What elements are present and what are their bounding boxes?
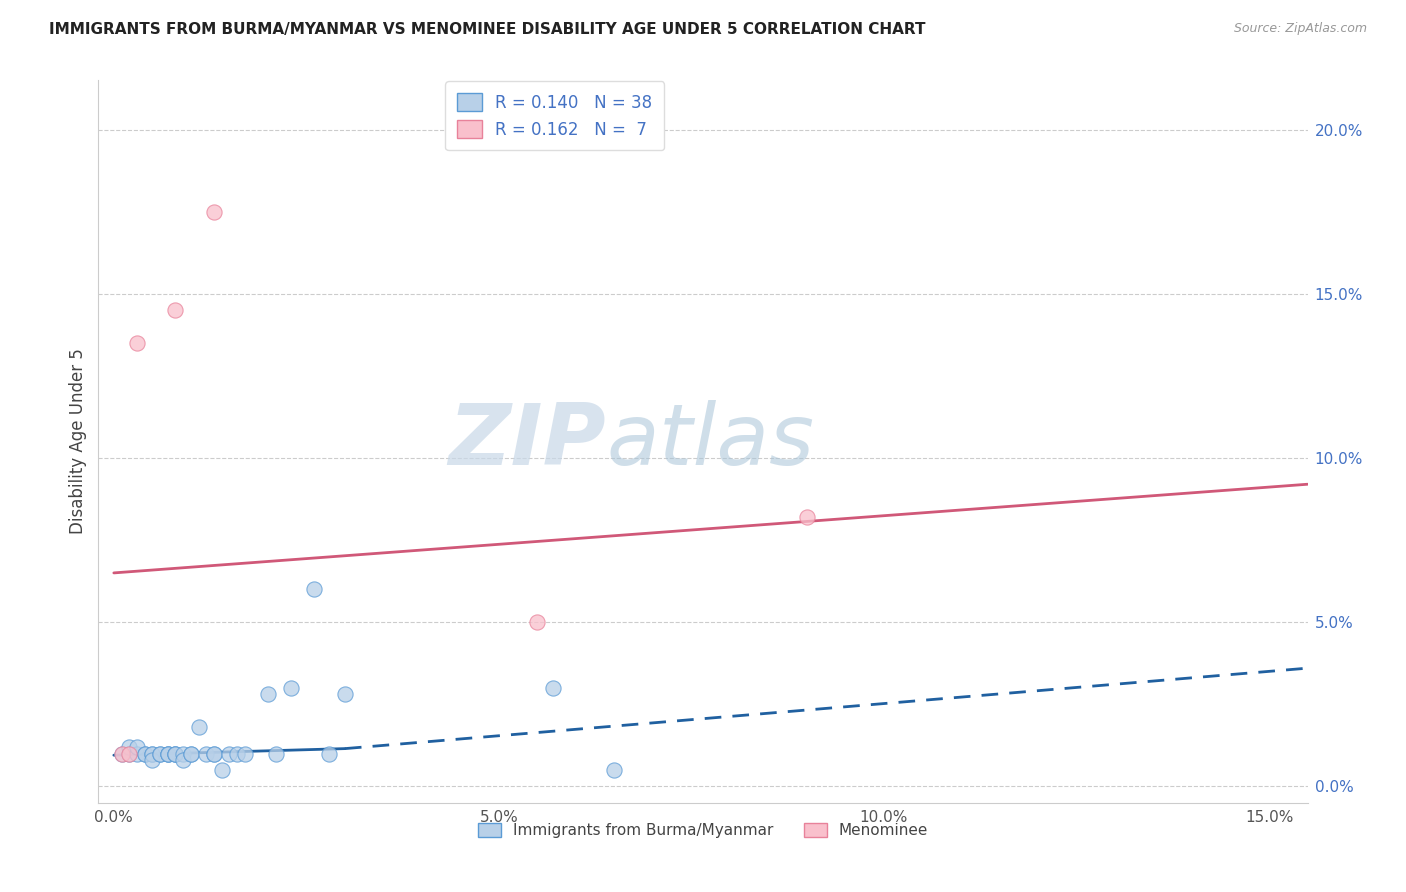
- Point: [187, 720, 209, 734]
- Point: [796, 510, 818, 524]
- Point: [233, 747, 256, 761]
- Point: [125, 336, 148, 351]
- Point: [180, 747, 202, 761]
- Point: [134, 747, 156, 761]
- Point: [333, 687, 356, 701]
- Y-axis label: Disability Age Under 5: Disability Age Under 5: [69, 349, 87, 534]
- Point: [149, 747, 172, 761]
- Point: [134, 747, 156, 761]
- Point: [110, 747, 132, 761]
- Point: [156, 747, 179, 761]
- Point: [141, 753, 163, 767]
- Point: [165, 747, 187, 761]
- Point: [172, 747, 194, 761]
- Point: [541, 681, 564, 695]
- Point: [156, 747, 179, 761]
- Point: [165, 303, 187, 318]
- Point: [165, 747, 187, 761]
- Point: [149, 747, 172, 761]
- Point: [165, 747, 187, 761]
- Text: Source: ZipAtlas.com: Source: ZipAtlas.com: [1233, 22, 1367, 36]
- Text: atlas: atlas: [606, 400, 814, 483]
- Point: [118, 747, 141, 761]
- Point: [202, 204, 225, 219]
- Point: [226, 747, 249, 761]
- Point: [202, 747, 225, 761]
- Legend: Immigrants from Burma/Myanmar, Menominee: Immigrants from Burma/Myanmar, Menominee: [470, 815, 936, 846]
- Point: [118, 739, 141, 754]
- Point: [302, 582, 325, 597]
- Point: [211, 763, 233, 777]
- Point: [202, 747, 225, 761]
- Point: [318, 747, 340, 761]
- Point: [195, 747, 218, 761]
- Point: [141, 747, 163, 761]
- Point: [280, 681, 302, 695]
- Point: [257, 687, 280, 701]
- Point: [125, 747, 148, 761]
- Point: [125, 739, 148, 754]
- Point: [180, 747, 202, 761]
- Text: ZIP: ZIP: [449, 400, 606, 483]
- Point: [110, 747, 132, 761]
- Point: [141, 747, 163, 761]
- Point: [156, 747, 179, 761]
- Text: IMMIGRANTS FROM BURMA/MYANMAR VS MENOMINEE DISABILITY AGE UNDER 5 CORRELATION CH: IMMIGRANTS FROM BURMA/MYANMAR VS MENOMIN…: [49, 22, 925, 37]
- Point: [218, 747, 240, 761]
- Point: [172, 753, 194, 767]
- Point: [264, 747, 287, 761]
- Point: [603, 763, 626, 777]
- Point: [118, 747, 141, 761]
- Point: [526, 615, 548, 630]
